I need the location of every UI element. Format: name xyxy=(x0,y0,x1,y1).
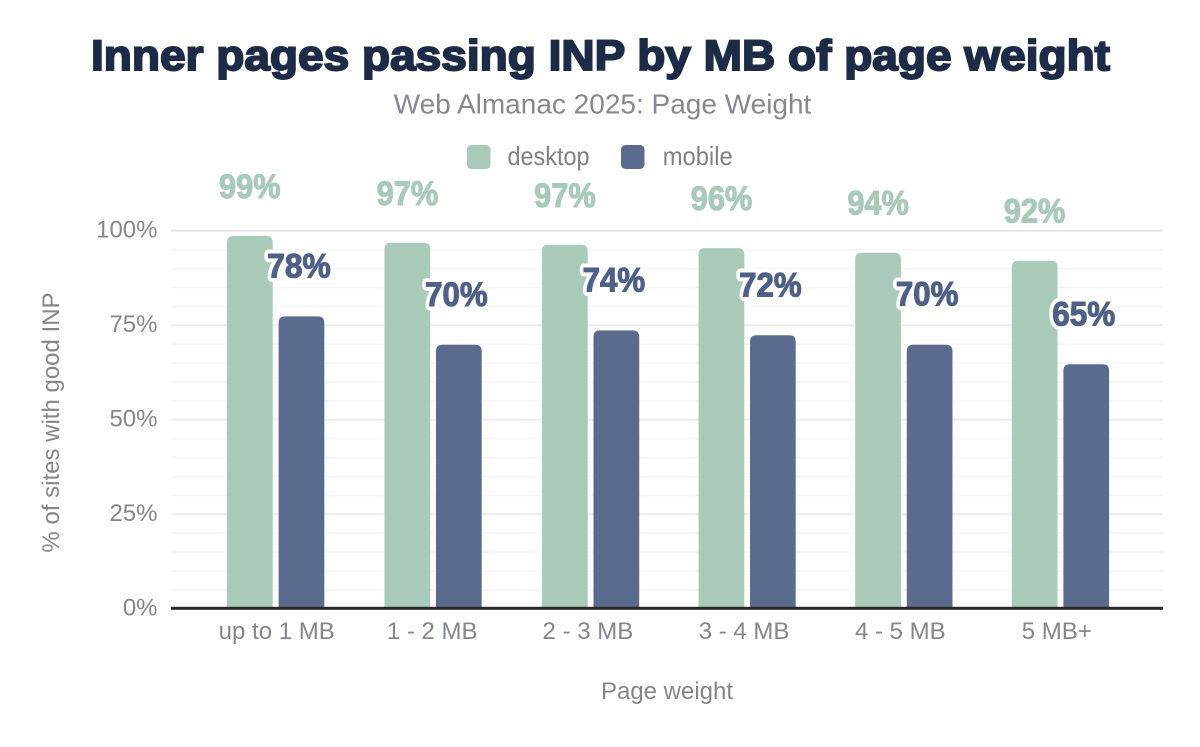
svg-text:% of sites with good INP: % of sites with good INP xyxy=(38,292,65,552)
svg-text:72%: 72% xyxy=(739,266,802,304)
svg-text:70%: 70% xyxy=(896,276,959,314)
svg-text:97%: 97% xyxy=(534,177,596,215)
svg-text:50%: 50% xyxy=(109,406,157,433)
svg-text:96%: 96% xyxy=(691,180,753,218)
svg-text:Page weight: Page weight xyxy=(601,678,733,705)
svg-text:Web Almanac 2025: Page Weight: Web Almanac 2025: Page Weight xyxy=(394,88,812,119)
svg-text:desktop: desktop xyxy=(508,141,590,171)
svg-text:70%: 70% xyxy=(425,276,488,314)
svg-text:99%: 99% xyxy=(219,168,281,206)
svg-text:74%: 74% xyxy=(583,261,646,299)
svg-text:97%: 97% xyxy=(377,175,439,213)
svg-text:3 - 4 MB: 3 - 4 MB xyxy=(699,618,790,645)
svg-text:mobile: mobile xyxy=(663,141,733,171)
svg-text:1 - 2 MB: 1 - 2 MB xyxy=(387,618,478,645)
svg-text:4 - 5 MB: 4 - 5 MB xyxy=(855,618,946,645)
svg-text:72%: 72% xyxy=(739,266,802,304)
svg-text:0%: 0% xyxy=(123,595,158,622)
svg-text:97%: 97% xyxy=(377,175,439,213)
svg-text:5 MB+: 5 MB+ xyxy=(1022,618,1092,645)
svg-text:74%: 74% xyxy=(583,261,646,299)
svg-text:Inner pages passing INP by MB: Inner pages passing INP by MB of page we… xyxy=(91,32,1110,80)
svg-text:70%: 70% xyxy=(896,276,959,314)
svg-text:92%: 92% xyxy=(1004,193,1066,231)
svg-text:96%: 96% xyxy=(691,180,753,218)
svg-text:65%: 65% xyxy=(1052,295,1115,333)
svg-text:75%: 75% xyxy=(109,311,157,338)
svg-text:65%: 65% xyxy=(1052,295,1115,333)
svg-text:94%: 94% xyxy=(847,185,909,223)
svg-text:94%: 94% xyxy=(847,185,909,223)
svg-text:25%: 25% xyxy=(109,500,157,527)
svg-text:100%: 100% xyxy=(96,217,157,244)
svg-text:78%: 78% xyxy=(267,247,331,285)
svg-text:70%: 70% xyxy=(425,276,488,314)
svg-text:78%: 78% xyxy=(267,247,331,285)
svg-text:up to 1 MB: up to 1 MB xyxy=(219,618,335,645)
svg-text:97%: 97% xyxy=(534,177,596,215)
svg-text:92%: 92% xyxy=(1004,193,1066,231)
svg-text:2 - 3 MB: 2 - 3 MB xyxy=(543,618,634,645)
svg-text:99%: 99% xyxy=(219,168,281,206)
